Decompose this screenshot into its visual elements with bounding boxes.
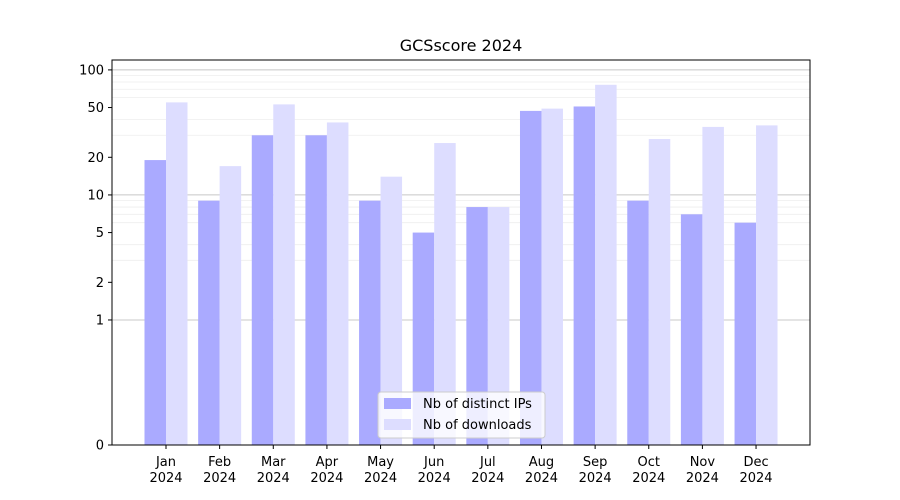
bar-downloads-mar — [273, 104, 295, 445]
x-tick-label-year: 2024 — [525, 471, 558, 486]
y-axis: 0 1 2 5 10 20 50 100 — [79, 63, 112, 454]
legend-swatch — [384, 419, 411, 430]
y-tick-label: 0 — [96, 439, 104, 454]
x-tick-label-month: Nov — [690, 455, 716, 470]
legend-swatch — [384, 398, 411, 409]
x-tick-label-year: 2024 — [739, 471, 772, 486]
bar-downloads-feb — [219, 166, 242, 445]
bar-distinct-ips-apr — [305, 135, 327, 445]
legend: Nb of distinct IPs Nb of downloads — [377, 391, 546, 439]
x-tick-label-month: May — [367, 455, 394, 470]
bar-downloads-aug — [541, 108, 563, 445]
x-tick-label-year: 2024 — [686, 471, 719, 486]
bar-distinct-ips-sep — [573, 106, 596, 445]
bars — [144, 84, 778, 446]
bar-distinct-ips-jan — [144, 160, 166, 445]
x-tick-label-month: Jul — [479, 455, 496, 470]
bar-downloads-nov — [702, 126, 724, 446]
x-tick-label-year: 2024 — [579, 471, 612, 486]
x-tick-label-month: Jan — [155, 455, 176, 470]
y-tick-label: 10 — [87, 188, 104, 203]
bar-downloads-may — [380, 176, 403, 445]
x-tick-label-month: Mar — [261, 455, 286, 470]
bar-distinct-ips-may — [359, 200, 381, 445]
x-tick-label-year: 2024 — [471, 471, 504, 486]
bar-downloads-apr — [326, 122, 349, 445]
bar-downloads-jun — [434, 143, 456, 445]
y-tick-label: 5 — [96, 226, 104, 241]
x-tick-label-year: 2024 — [418, 471, 451, 486]
bar-downloads-jan — [166, 102, 188, 445]
legend-label: Nb of distinct IPs — [423, 397, 532, 412]
bar-distinct-ips-aug — [519, 110, 542, 445]
x-tick-label-month: Oct — [638, 455, 660, 470]
x-tick-label-month: Aug — [529, 455, 554, 470]
bar-distinct-ips-dec — [734, 222, 757, 445]
bar-distinct-ips-oct — [627, 200, 649, 445]
bar-distinct-ips-jul — [466, 207, 488, 445]
x-tick-label-year: 2024 — [257, 471, 290, 486]
x-tick-label-year: 2024 — [203, 471, 236, 486]
x-tick-label-year: 2024 — [632, 471, 665, 486]
plot-frame — [111, 59, 811, 446]
bar-distinct-ips-feb — [198, 200, 220, 445]
x-tick-label-year: 2024 — [364, 471, 397, 486]
bar-downloads-sep — [595, 84, 617, 445]
bar-downloads-dec — [756, 125, 778, 445]
x-tick-label-month: Sep — [583, 455, 608, 470]
x-axis: Jan2024Feb2024Mar2024Apr2024May2024Jun20… — [149, 445, 773, 486]
y-tick-label: 100 — [79, 63, 104, 78]
x-tick-label-month: Feb — [208, 455, 231, 470]
bar-downloads-oct — [648, 139, 671, 445]
y-tick-label: 20 — [87, 151, 104, 166]
legend-label: Nb of downloads — [423, 418, 532, 433]
x-tick-label-year: 2024 — [310, 471, 343, 486]
x-tick-label-month: Dec — [743, 455, 768, 470]
bar-downloads-jul — [487, 207, 510, 445]
x-tick-label-month: Apr — [316, 455, 339, 470]
y-tick-label: 1 — [96, 313, 104, 328]
chart-title: GCSscore 2024 — [400, 36, 523, 55]
bar-distinct-ips-nov — [680, 214, 703, 445]
bar-distinct-ips-mar — [251, 135, 274, 445]
legend-box — [377, 391, 546, 439]
y-tick-label: 2 — [96, 276, 104, 291]
x-tick-label-month: Jun — [423, 455, 444, 470]
x-tick-label-year: 2024 — [149, 471, 182, 486]
y-tick-label: 50 — [87, 101, 104, 116]
